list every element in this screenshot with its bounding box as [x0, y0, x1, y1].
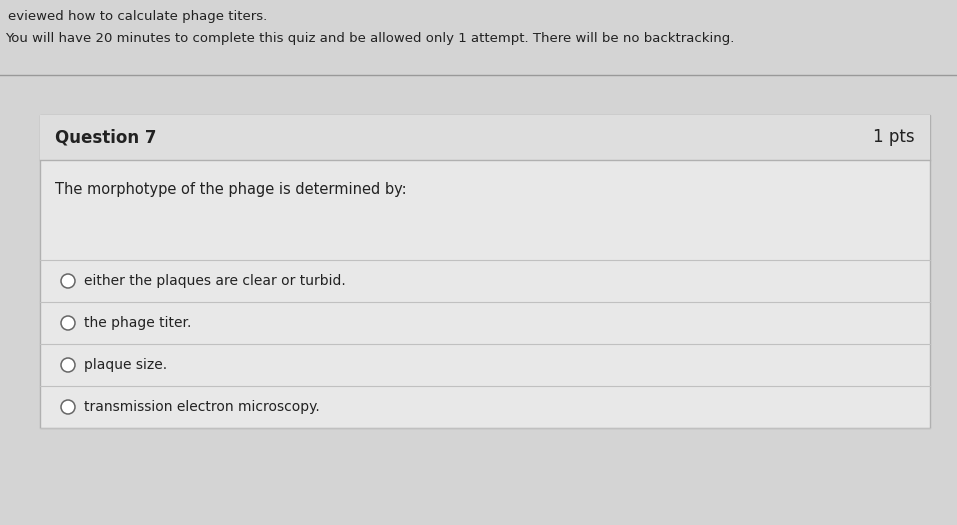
- Text: the phage titer.: the phage titer.: [84, 316, 191, 330]
- FancyBboxPatch shape: [40, 115, 930, 160]
- Circle shape: [61, 358, 75, 372]
- Text: transmission electron microscopy.: transmission electron microscopy.: [84, 400, 320, 414]
- Text: The morphotype of the phage is determined by:: The morphotype of the phage is determine…: [55, 182, 407, 197]
- Text: Question 7: Question 7: [55, 129, 157, 146]
- FancyBboxPatch shape: [40, 115, 930, 428]
- Text: either the plaques are clear or turbid.: either the plaques are clear or turbid.: [84, 274, 345, 288]
- Circle shape: [61, 274, 75, 288]
- Text: plaque size.: plaque size.: [84, 358, 167, 372]
- Text: eviewed how to calculate phage titers.: eviewed how to calculate phage titers.: [8, 10, 267, 23]
- Text: You will have 20 minutes to complete this quiz and be allowed only 1 attempt. Th: You will have 20 minutes to complete thi…: [5, 32, 734, 45]
- Circle shape: [61, 400, 75, 414]
- Text: 1 pts: 1 pts: [874, 129, 915, 146]
- Circle shape: [61, 316, 75, 330]
